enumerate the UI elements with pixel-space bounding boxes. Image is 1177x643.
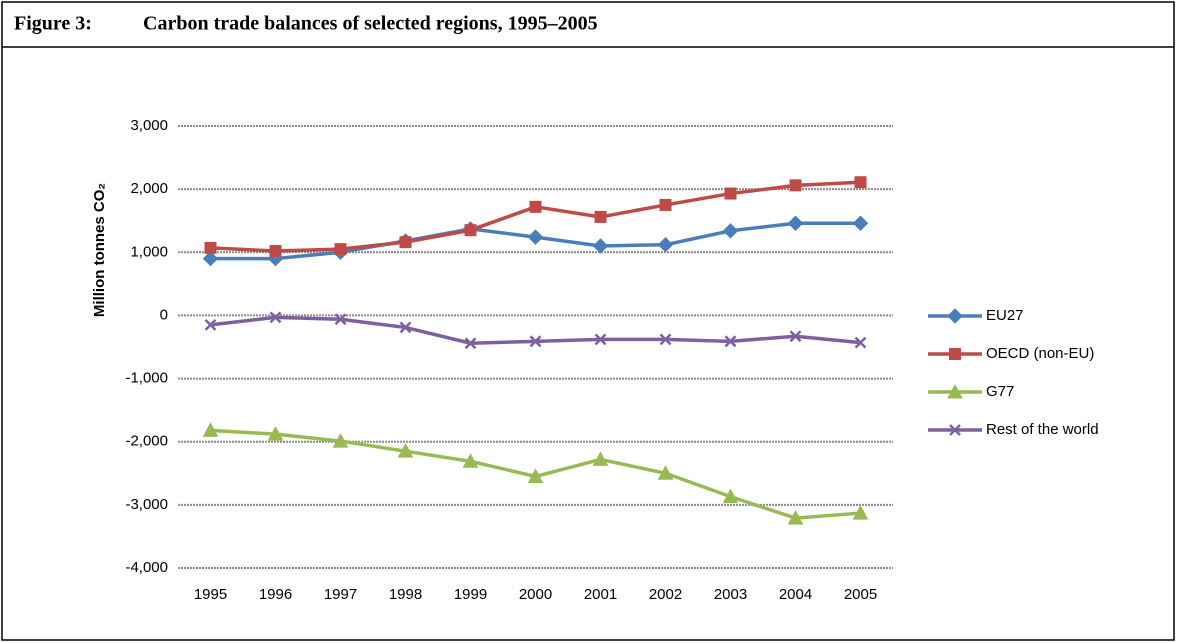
marker xyxy=(529,200,542,213)
x-tick-label: 2002 xyxy=(649,586,682,603)
marker xyxy=(202,250,219,267)
legend-label: G77 xyxy=(986,383,1014,400)
marker xyxy=(594,210,607,223)
marker xyxy=(659,198,672,211)
marker xyxy=(527,229,544,245)
marker xyxy=(462,453,479,468)
y-tick-label: 1,000 xyxy=(130,243,168,260)
marker xyxy=(722,488,739,504)
legend-marker xyxy=(949,424,961,436)
y-tick-label: -1,000 xyxy=(125,370,168,387)
x-tick-label: 2001 xyxy=(584,586,617,603)
x-tick-label: 2004 xyxy=(779,586,812,603)
marker xyxy=(202,422,219,437)
marker xyxy=(594,333,607,346)
legend-label: OECD (non-EU) xyxy=(986,345,1094,362)
marker xyxy=(399,236,412,249)
marker xyxy=(854,336,867,349)
marker xyxy=(334,243,347,256)
y-tick-label: 3,000 xyxy=(130,117,168,134)
legend-marker xyxy=(949,348,961,360)
marker xyxy=(592,238,609,254)
marker xyxy=(334,313,347,326)
marker xyxy=(854,176,867,189)
marker xyxy=(267,426,284,441)
x-tick-label: 2005 xyxy=(844,586,877,603)
legend-marker xyxy=(947,383,963,399)
marker xyxy=(397,443,414,458)
legend-marker xyxy=(947,308,963,324)
marker xyxy=(789,179,802,192)
marker xyxy=(722,223,739,239)
y-tick-label: -2,000 xyxy=(125,433,168,450)
marker xyxy=(789,330,802,343)
marker xyxy=(657,465,674,480)
marker xyxy=(464,224,477,237)
x-tick-label: 2003 xyxy=(714,586,747,603)
marker xyxy=(204,241,217,254)
marker xyxy=(269,311,282,324)
marker xyxy=(659,333,672,346)
marker xyxy=(724,335,737,348)
legend-label: Rest of the world xyxy=(986,421,1099,438)
y-tick-label: -3,000 xyxy=(125,496,168,513)
legend-label: EU27 xyxy=(986,307,1024,324)
figure-label: Figure 3: xyxy=(14,13,92,35)
x-tick-label: 1995 xyxy=(194,586,227,603)
y-tick-label: 0 xyxy=(160,306,168,323)
series-line xyxy=(210,315,861,345)
marker xyxy=(269,245,282,258)
marker xyxy=(852,215,869,231)
x-tick-label: 1998 xyxy=(389,586,422,603)
marker xyxy=(464,337,477,350)
marker xyxy=(204,319,217,331)
marker xyxy=(787,510,804,525)
marker xyxy=(724,187,737,200)
marker xyxy=(787,215,804,231)
marker xyxy=(527,468,544,483)
marker xyxy=(529,335,542,348)
y-axis-label: Million tonnes CO₂ xyxy=(91,183,108,317)
marker xyxy=(592,451,609,466)
y-tick-label: 2,000 xyxy=(130,180,168,197)
x-tick-label: 2000 xyxy=(519,586,552,603)
x-tick-label: 1997 xyxy=(324,586,357,603)
chart-title: Carbon trade balances of selected region… xyxy=(143,13,598,35)
y-tick-label: -4,000 xyxy=(125,559,168,576)
marker xyxy=(852,505,869,520)
marker xyxy=(332,433,349,448)
x-tick-label: 1999 xyxy=(454,586,487,603)
x-tick-label: 1996 xyxy=(259,586,292,603)
marker xyxy=(657,237,674,253)
marker xyxy=(399,321,412,334)
